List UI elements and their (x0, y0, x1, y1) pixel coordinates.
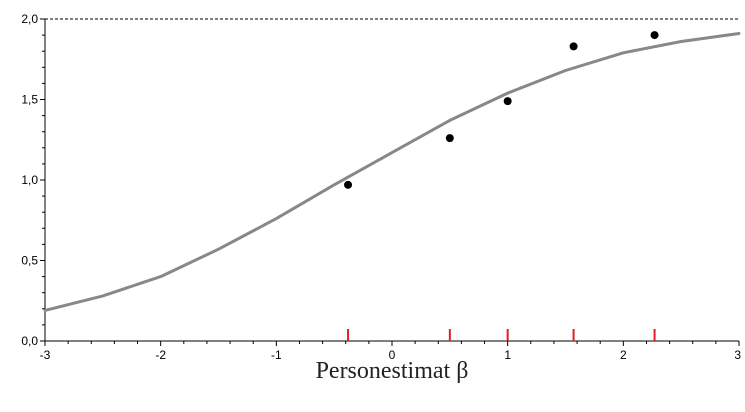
x-axis-title: Personestimat β (316, 358, 469, 384)
x-tick-label: -2 (155, 348, 166, 362)
x-tick-label: 3 (734, 348, 741, 362)
data-point (569, 42, 578, 51)
x-tick-label: 2 (620, 348, 627, 362)
y-tick-label: 0,5 (21, 254, 38, 268)
data-point (650, 31, 659, 40)
x-tick-label: 1 (504, 348, 511, 362)
y-tick-label: 1,0 (21, 173, 38, 187)
plot-area: 0,0 0,5 1,0 1,5 2,0 -3 -2 -1 0 1 2 3 (21, 12, 741, 362)
x-tick-label: -1 (271, 348, 282, 362)
data-point (445, 134, 454, 143)
y-tick-label: 0,0 (21, 334, 38, 348)
x-tick-label: -3 (40, 348, 51, 362)
data-point (344, 180, 353, 189)
data-point (503, 97, 512, 106)
x-tick-label: 0 (389, 348, 396, 362)
y-tick-label: 2,0 (21, 12, 38, 26)
curve-line (43, 32, 741, 312)
y-tick-label: 1,5 (21, 93, 38, 107)
